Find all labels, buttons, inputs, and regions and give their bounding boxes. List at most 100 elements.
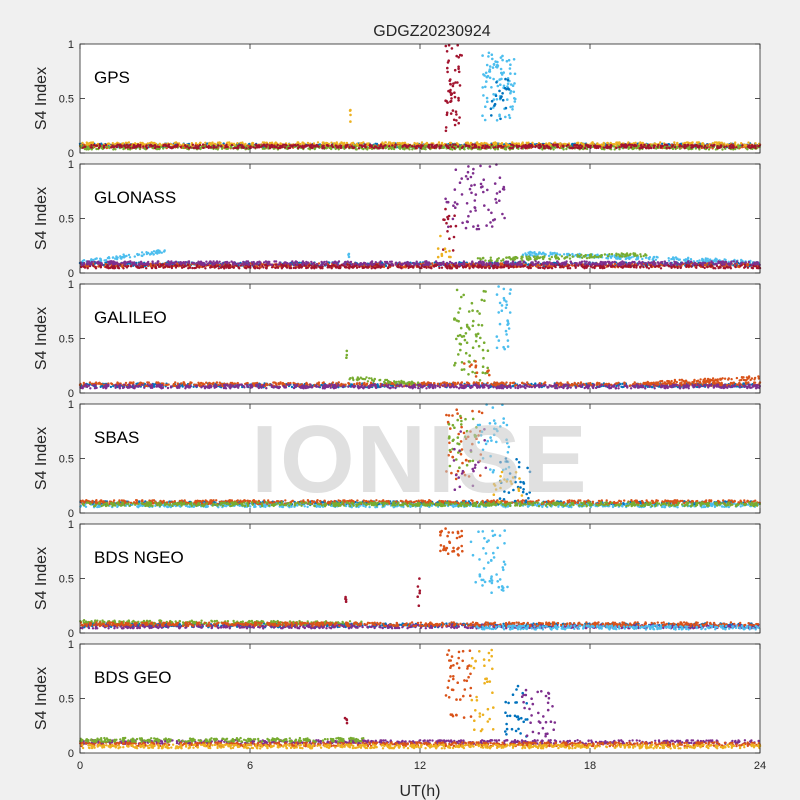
data-point [513, 82, 516, 85]
data-point [499, 67, 503, 71]
data-point [485, 96, 489, 100]
data-point [513, 72, 517, 76]
data-point [588, 253, 592, 256]
data-point [642, 254, 645, 258]
data-point [408, 148, 411, 151]
data-point [506, 82, 510, 85]
data-point [391, 144, 394, 147]
data-point [454, 110, 458, 113]
data-point [509, 91, 512, 95]
data-point [644, 256, 648, 259]
data-point [525, 255, 528, 258]
data-point [361, 142, 364, 145]
data-point [491, 57, 494, 61]
data-point [565, 147, 568, 151]
data-point [696, 260, 699, 263]
data-point [493, 102, 497, 106]
data-point [413, 145, 416, 148]
data-point [321, 147, 324, 150]
data-points [78, 43, 762, 151]
data-point [628, 257, 631, 261]
data-point [656, 145, 659, 149]
data-point [140, 251, 144, 254]
data-point [153, 146, 157, 150]
data-point [525, 141, 528, 144]
data-point [428, 146, 431, 150]
data-point [508, 67, 512, 70]
data-point [582, 142, 585, 146]
data-point [298, 145, 302, 148]
data-point [252, 146, 255, 149]
data-point [296, 143, 300, 147]
data-point [513, 97, 516, 100]
data-point [330, 141, 333, 144]
data-point [444, 44, 448, 48]
data-point [407, 144, 410, 148]
data-point [508, 116, 512, 120]
data-point [453, 147, 456, 150]
data-point [481, 114, 484, 117]
data-point [612, 145, 616, 148]
data-point [485, 63, 489, 67]
data-point [220, 147, 224, 150]
data-point [92, 143, 96, 147]
data-point [665, 146, 668, 150]
data-point [199, 141, 202, 145]
data-point [364, 146, 367, 149]
data-point [506, 98, 509, 101]
data-point [453, 95, 457, 99]
data-point [444, 126, 448, 129]
data-point [279, 144, 282, 148]
data-point [568, 146, 571, 149]
data-point [576, 255, 579, 258]
data-point [515, 145, 519, 148]
data-point [520, 257, 523, 260]
data-point [609, 255, 612, 258]
data-point [87, 148, 90, 151]
data-point [676, 141, 679, 145]
data-point [685, 145, 688, 148]
data-point [490, 114, 493, 117]
data-point [501, 98, 505, 102]
data-point [504, 115, 507, 119]
data-point [483, 118, 487, 122]
data-point [230, 143, 234, 147]
data-point [191, 143, 195, 146]
data-point [586, 144, 589, 147]
data-point [446, 66, 449, 70]
data-point [451, 145, 454, 149]
data-point [632, 252, 635, 256]
data-point [303, 145, 307, 148]
data-point [127, 253, 131, 257]
data-point [416, 142, 419, 145]
data-point [241, 141, 244, 144]
data-point [111, 142, 115, 145]
data-point [562, 253, 566, 256]
data-point [581, 256, 584, 259]
data-point [515, 256, 518, 259]
data-point [501, 92, 504, 95]
data-point [316, 141, 320, 144]
data-point [670, 145, 674, 148]
data-point [504, 77, 507, 81]
data-point [723, 146, 726, 149]
data-point [507, 88, 511, 91]
data-point [486, 100, 489, 103]
data-point [538, 143, 542, 146]
data-point [141, 141, 144, 145]
data-point [140, 254, 143, 257]
data-point [490, 86, 493, 89]
data-point [494, 146, 497, 149]
data-point [456, 145, 460, 148]
data-point [541, 252, 544, 255]
data-point [83, 147, 87, 151]
data-point [287, 147, 290, 150]
data-point [503, 86, 507, 90]
data-point [683, 143, 686, 147]
data-point [489, 107, 493, 110]
data-point [85, 141, 89, 144]
data-point [498, 113, 501, 117]
data-point [481, 86, 485, 89]
data-point [90, 258, 93, 261]
data-point [128, 256, 132, 259]
